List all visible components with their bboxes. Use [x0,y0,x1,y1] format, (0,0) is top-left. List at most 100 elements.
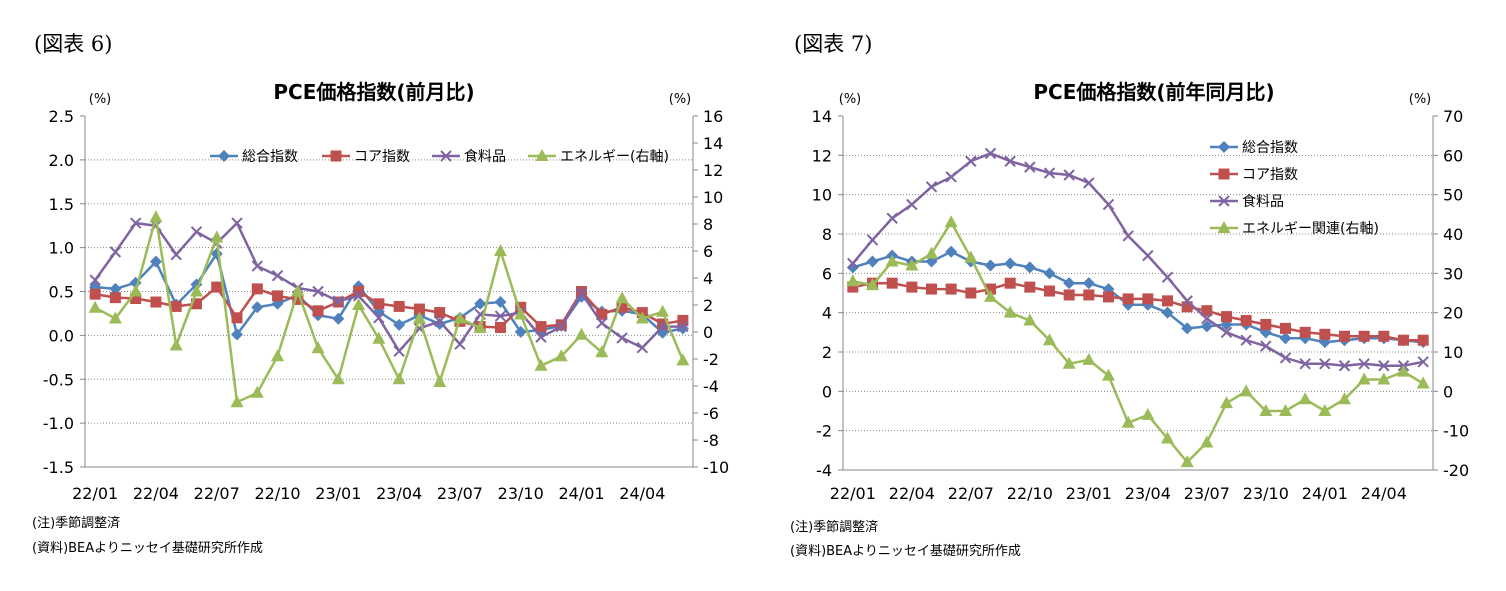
data-point [89,274,101,286]
data-point [1162,295,1173,307]
data-point [1378,330,1390,342]
data-point [1044,285,1055,297]
data-point [433,315,446,328]
data-point [886,277,898,289]
x-tick-label: 23/01 [315,484,361,503]
data-point [846,261,859,274]
data-point [886,212,898,224]
data-point [1200,320,1213,333]
data-point [189,284,203,297]
data-point [372,331,386,344]
data-point [1141,407,1155,420]
data-point [1003,305,1017,318]
data-point [413,303,425,315]
data-point [373,312,385,324]
data-point [1201,305,1213,317]
legend-label: 総合指数 [242,149,298,165]
note-source-6: (資料)BEAよりニッセイ基礎研究所作成 [32,541,263,556]
data-point [1239,384,1253,397]
data-point [636,341,649,354]
data-point [635,311,649,324]
data-point [1102,198,1115,211]
data-point [312,305,324,317]
data-point [1240,334,1252,346]
data-point [1063,289,1075,301]
y2-tick-label: 40 [1443,225,1463,244]
data-point [1102,368,1115,381]
data-point [251,301,264,314]
y-tick-label: 0.5 [49,283,74,302]
data-point [433,374,447,387]
y-tick-label: 2.5 [49,107,74,126]
y-tick-label: 0 [822,382,832,401]
data-point [1004,277,1016,289]
data-point [1358,358,1370,370]
data-point [1417,334,1429,346]
series-line [852,250,1424,344]
y2-tick-label: 10 [703,188,723,207]
data-point [1063,277,1076,290]
data-point [616,332,628,344]
data-point [434,307,446,319]
data-point [1260,340,1272,352]
data-point [109,282,122,295]
data-point [1319,328,1331,340]
y-tick-label: 2 [822,343,832,362]
y2-tick-label: 70 [1443,107,1463,126]
data-point [474,297,487,310]
data-point [1298,392,1312,405]
data-point [535,321,547,333]
y2-tick-label: -20 [1443,461,1469,480]
data-point [906,198,918,211]
data-point [885,254,899,267]
data-point [846,274,860,287]
data-point [109,292,121,304]
x-tick-label: 23/07 [1184,484,1230,503]
legend-label: 食料品 [1242,193,1284,210]
data-point [251,260,263,272]
note-source-7: (資料)BEAよりニッセイ基礎研究所作成 [790,544,1021,559]
series-line [94,250,684,338]
data-point [554,349,568,362]
data-point [251,283,263,295]
data-point [1358,330,1370,342]
figure-label-6: (図表 6) [34,32,113,56]
data-point [129,284,143,297]
data-point [1357,372,1371,385]
y-tick-label: 0.0 [49,326,74,345]
data-point [1161,306,1174,319]
data-point [1181,295,1193,307]
legend-label: 食料品 [464,148,506,165]
series-line [94,220,683,354]
data-point [1318,404,1332,416]
y-tick-label: 10 [812,186,832,205]
data-point [1417,356,1429,368]
data-point [230,395,244,408]
data-point [291,284,305,297]
y-tick-label: -2 [816,422,832,441]
legend-label: エネルギー(右軸) [560,149,669,165]
data-point [272,290,284,302]
series-4 [846,215,1430,468]
y-tick-label: 2.0 [49,151,74,170]
legend-marker [1218,168,1230,180]
data-point [984,147,997,160]
data-point [945,245,958,258]
data-point [1260,318,1272,330]
y2-tick-label: -4 [703,377,719,396]
y-axis-unit-right: (%) [669,92,692,107]
data-point [1024,161,1036,173]
y2-tick-label: -10 [1443,422,1469,441]
data-point [1221,311,1232,323]
y-tick-label: -1.0 [43,414,74,433]
data-point [393,318,406,331]
data-point [1377,372,1391,385]
x-tick-label: 22/01 [830,484,876,503]
x-tick-label: 22/07 [948,484,994,503]
series-3 [847,147,1429,372]
data-point [1299,326,1311,338]
y-tick-label: 14 [812,107,832,126]
data-point [190,298,202,310]
data-point [332,312,345,325]
data-point [190,226,203,238]
